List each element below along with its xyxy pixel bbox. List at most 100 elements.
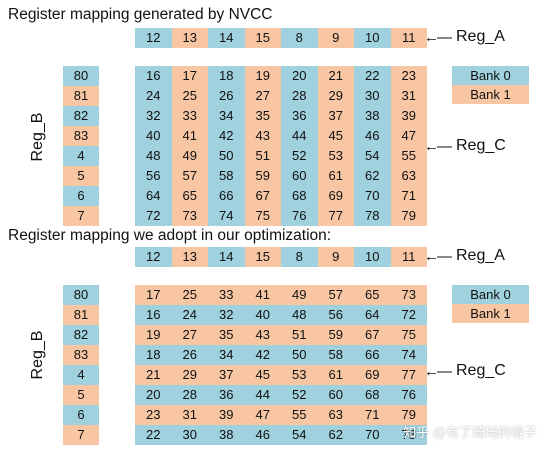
register-cell: 25: [171, 285, 208, 305]
register-cell: 32: [135, 106, 172, 126]
register-cell: 79: [390, 405, 427, 425]
register-cell: 48: [281, 305, 318, 325]
register-cell: 28: [171, 385, 208, 405]
top-reg-c-annotation: ←— Reg_C: [424, 137, 506, 155]
register-cell: 6: [63, 405, 99, 425]
register-cell: 31: [171, 405, 208, 425]
grid-row: 24 25 26 27 28 29 30 31: [135, 86, 427, 106]
register-cell: 24: [135, 86, 172, 106]
register-cell: 39: [390, 106, 427, 126]
register-cell: 63: [317, 405, 354, 425]
register-cell: 9: [317, 247, 354, 267]
grid-row: 16 17 18 19 20 21 22 23: [135, 66, 427, 86]
register-cell: 36: [281, 106, 318, 126]
register-cell: 12: [135, 28, 172, 48]
register-cell: 62: [354, 166, 391, 186]
register-cell: 71: [354, 405, 391, 425]
register-cell: 72: [135, 206, 172, 226]
register-cell: 83: [63, 126, 99, 146]
grid-row: 23 31 39 47 55 63 71 79: [135, 405, 427, 425]
register-cell: 35: [208, 325, 245, 345]
register-cell: 69: [354, 365, 391, 385]
register-cell: 50: [208, 146, 245, 166]
register-cell: 21: [317, 66, 354, 86]
top-title: Register mapping generated by NVCC: [8, 6, 273, 23]
register-cell: 75: [390, 325, 427, 345]
register-cell: 48: [135, 146, 172, 166]
register-cell: 12: [135, 247, 172, 267]
top-legend: Bank 0 Bank 1: [452, 66, 529, 104]
grid-row: 19 27 35 43 51 59 67 75: [135, 325, 427, 345]
legend-bank0: Bank 0: [452, 285, 529, 304]
register-cell: 78: [354, 206, 391, 226]
bottom-reg-b-column: 80 81 82 83 4 5 6 7: [63, 285, 99, 445]
register-cell: 29: [317, 86, 354, 106]
register-cell: 60: [281, 166, 318, 186]
register-cell: 14: [208, 247, 245, 267]
watermark: 知乎 @有了琦琦的棍子: [403, 425, 537, 440]
register-cell: 62: [317, 425, 354, 445]
grid-row: 32 33 34 35 36 37 38 39: [135, 106, 427, 126]
bottom-legend: Bank 0 Bank 1: [452, 285, 529, 323]
register-cell: 29: [171, 365, 208, 385]
register-cell: 13: [171, 247, 208, 267]
register-cell: 65: [354, 285, 391, 305]
register-cell: 83: [63, 345, 99, 365]
register-cell: 71: [390, 186, 427, 206]
register-cell: 81: [63, 305, 99, 325]
grid-row: 22 30 38 46 54 62 70 78: [135, 425, 427, 445]
register-cell: 20: [281, 66, 318, 86]
register-cell: 57: [317, 285, 354, 305]
register-cell: 67: [244, 186, 281, 206]
register-cell: 45: [317, 126, 354, 146]
grid-row: 56 57 58 59 60 61 62 63: [135, 166, 427, 186]
register-cell: 50: [281, 345, 318, 365]
register-cell: 73: [171, 206, 208, 226]
register-cell: 13: [171, 28, 208, 48]
register-cell: 82: [63, 325, 99, 345]
register-cell: 38: [354, 106, 391, 126]
register-cell: 54: [281, 425, 318, 445]
register-cell: 37: [208, 365, 245, 385]
register-cell: 65: [171, 186, 208, 206]
register-cell: 46: [354, 126, 391, 146]
register-cell: 77: [317, 206, 354, 226]
register-cell: 70: [354, 186, 391, 206]
register-cell: 57: [171, 166, 208, 186]
register-cell: 75: [244, 206, 281, 226]
register-cell: 16: [135, 305, 172, 325]
register-cell: 27: [171, 325, 208, 345]
register-cell: 33: [171, 106, 208, 126]
register-cell: 80: [63, 66, 99, 86]
register-cell: 15: [244, 247, 281, 267]
register-cell: 28: [281, 86, 318, 106]
register-cell: 23: [135, 405, 172, 425]
register-cell: 26: [208, 86, 245, 106]
register-cell: 34: [208, 106, 245, 126]
grid-row: 20 28 36 44 52 60 68 76: [135, 385, 427, 405]
register-cell: 39: [208, 405, 245, 425]
register-cell: 49: [281, 285, 318, 305]
register-cell: 17: [135, 285, 172, 305]
grid-row: 72 73 74 75 76 77 78 79: [135, 206, 427, 226]
register-cell: 61: [317, 166, 354, 186]
register-cell: 7: [63, 206, 99, 226]
register-cell: 43: [244, 126, 281, 146]
register-cell: 55: [390, 146, 427, 166]
arrow-left-icon: ←—: [424, 28, 452, 46]
register-cell: 19: [244, 66, 281, 86]
register-cell: 45: [244, 365, 281, 385]
bottom-reg-c-annotation: ←— Reg_C: [424, 362, 506, 380]
bottom-reg-b-label: Reg_B: [29, 330, 46, 380]
register-cell: 53: [281, 365, 318, 385]
register-cell: 42: [244, 345, 281, 365]
register-cell: 73: [390, 285, 427, 305]
register-cell: 44: [244, 385, 281, 405]
register-cell: 35: [244, 106, 281, 126]
register-cell: 19: [135, 325, 172, 345]
register-cell: 22: [135, 425, 172, 445]
grid-row: 16 24 32 40 48 56 64 72: [135, 305, 427, 325]
register-cell: 64: [354, 305, 391, 325]
arrow-left-icon: ←—: [424, 137, 452, 155]
register-cell: 53: [317, 146, 354, 166]
